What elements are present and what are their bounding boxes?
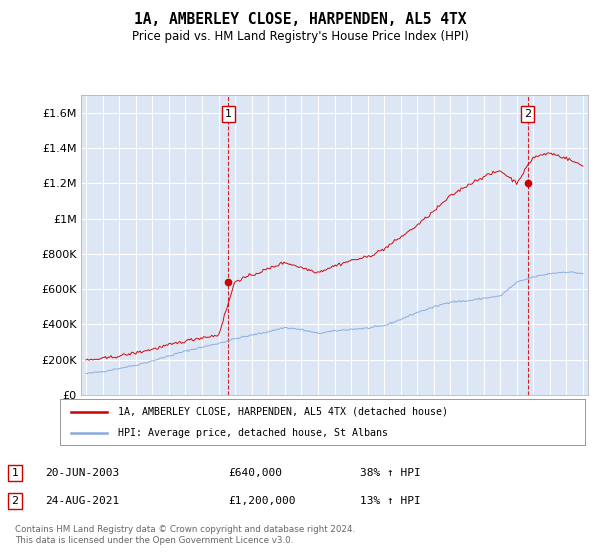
- Text: 1: 1: [224, 109, 232, 119]
- Text: 2: 2: [11, 496, 19, 506]
- Text: 1: 1: [11, 468, 19, 478]
- Text: £640,000: £640,000: [228, 468, 282, 478]
- Text: 13% ↑ HPI: 13% ↑ HPI: [360, 496, 421, 506]
- Text: Contains HM Land Registry data © Crown copyright and database right 2024.
This d: Contains HM Land Registry data © Crown c…: [15, 525, 355, 545]
- Text: 24-AUG-2021: 24-AUG-2021: [45, 496, 119, 506]
- Text: £1,200,000: £1,200,000: [228, 496, 296, 506]
- Text: HPI: Average price, detached house, St Albans: HPI: Average price, detached house, St A…: [118, 428, 388, 438]
- Text: 38% ↑ HPI: 38% ↑ HPI: [360, 468, 421, 478]
- Text: 2: 2: [524, 109, 531, 119]
- Text: Price paid vs. HM Land Registry's House Price Index (HPI): Price paid vs. HM Land Registry's House …: [131, 30, 469, 43]
- Text: 1A, AMBERLEY CLOSE, HARPENDEN, AL5 4TX (detached house): 1A, AMBERLEY CLOSE, HARPENDEN, AL5 4TX (…: [118, 407, 448, 417]
- Text: 20-JUN-2003: 20-JUN-2003: [45, 468, 119, 478]
- Text: 1A, AMBERLEY CLOSE, HARPENDEN, AL5 4TX: 1A, AMBERLEY CLOSE, HARPENDEN, AL5 4TX: [134, 12, 466, 27]
